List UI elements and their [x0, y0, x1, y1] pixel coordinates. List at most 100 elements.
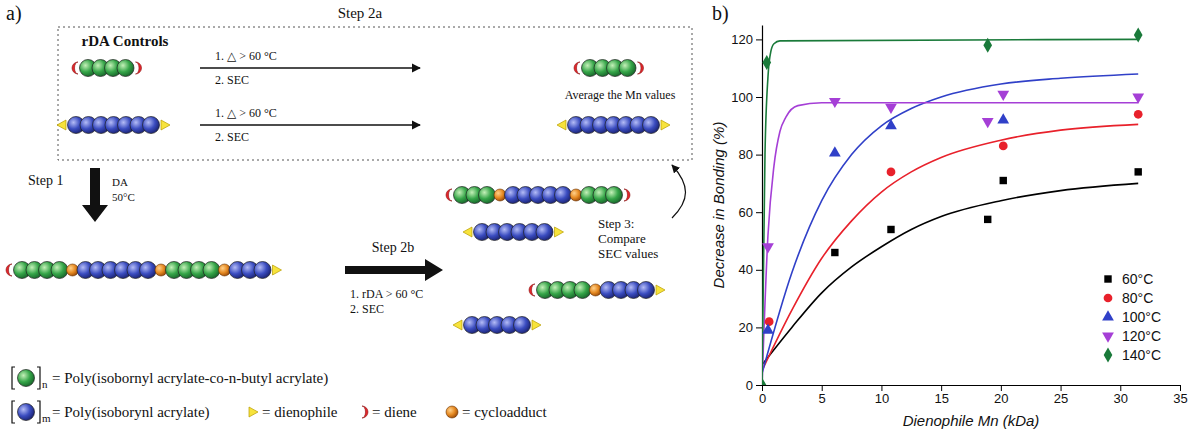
- point: [1132, 94, 1144, 104]
- bead: [143, 117, 160, 134]
- diene: [72, 62, 78, 74]
- legend-label: 120°C: [1122, 328, 1161, 344]
- point: [1134, 110, 1143, 119]
- diene: [362, 406, 368, 418]
- condition: DA: [112, 176, 128, 188]
- legend-marker: [1104, 347, 1113, 362]
- y-axis: 0 20 40 60 80 100 120: [731, 26, 762, 393]
- tick-label: 20: [739, 320, 753, 335]
- tick-mark: [756, 270, 762, 271]
- point: [765, 317, 774, 326]
- step-label: SEC values: [598, 246, 658, 261]
- panel-label: b): [712, 2, 729, 25]
- diene: [638, 62, 644, 74]
- point: [885, 104, 897, 114]
- step-label: Step 2a: [338, 5, 383, 21]
- bead: [140, 262, 157, 279]
- tick-mark: [1061, 385, 1062, 391]
- tick: 0: [746, 378, 762, 393]
- tick-mark: [756, 39, 762, 40]
- diene: [136, 62, 142, 74]
- condition: 1. rDA > 60 °C: [350, 287, 423, 301]
- point: [887, 168, 896, 177]
- tick-label: 25: [1054, 391, 1068, 406]
- bead: [619, 60, 636, 77]
- tick: 10: [875, 385, 889, 406]
- tick: 40: [739, 262, 762, 277]
- point: [983, 38, 992, 53]
- axis-line: [763, 385, 1181, 386]
- tick-mark: [756, 155, 762, 156]
- panel-a: a)Step 2arDA Controls1. △ > 60 °C2. SEC1…: [6, 2, 692, 424]
- point: [762, 323, 774, 333]
- tick: 20: [994, 385, 1008, 406]
- dienophile: [57, 120, 66, 130]
- tick: 100: [731, 90, 762, 105]
- point: [762, 243, 774, 253]
- legend-marker: [1104, 294, 1113, 303]
- diene: [529, 284, 535, 296]
- condition: 2. SEC: [215, 130, 249, 144]
- dienophile: [453, 320, 462, 330]
- point: [831, 249, 838, 256]
- arrow: [200, 67, 420, 68]
- tick-mark: [881, 385, 882, 391]
- tick-mark: [762, 385, 763, 391]
- point: [885, 119, 897, 129]
- tick-mark: [756, 385, 762, 386]
- dienophile: [249, 407, 258, 417]
- fit-curve: [762, 103, 1138, 385]
- diene: [574, 62, 580, 74]
- tick: 20: [739, 320, 762, 335]
- dienophile: [161, 120, 170, 130]
- bead: [638, 282, 655, 299]
- x-axis-title: Dienophile Mn (kDa): [903, 412, 1040, 429]
- tick-label: 80: [739, 147, 753, 162]
- tick: 30: [1114, 385, 1128, 406]
- plot-area: [762, 28, 1144, 385]
- condition: 1. △ > 60 °C: [215, 106, 277, 120]
- diene: [446, 189, 452, 201]
- dienophile: [656, 285, 665, 295]
- bead: [574, 282, 591, 299]
- legend-label: 60°C: [1122, 271, 1153, 287]
- point: [829, 98, 841, 108]
- thick-arrow: [82, 168, 108, 222]
- legend-label: 100°C: [1122, 309, 1161, 325]
- diene: [624, 189, 630, 201]
- subscript: n: [42, 378, 48, 390]
- tick-label: 5: [819, 391, 826, 406]
- tick-label: 100: [731, 90, 753, 105]
- bead: [203, 262, 220, 279]
- point: [997, 113, 1009, 123]
- bracket: [12, 401, 40, 423]
- tick-label: 40: [739, 262, 753, 277]
- dienophile: [555, 227, 564, 237]
- tick-mark: [941, 385, 942, 391]
- fit-curve: [762, 183, 1138, 364]
- tick-label: 60: [739, 205, 753, 220]
- x-axis: 05101520253035: [759, 385, 1188, 406]
- dienophile: [557, 120, 566, 130]
- dienophile: [273, 265, 282, 275]
- tick-mark: [1180, 385, 1181, 391]
- legend: 60°C80°C100°C120°C140°C: [1102, 271, 1161, 363]
- point: [829, 146, 841, 156]
- fit-curve: [762, 74, 1138, 374]
- box-title: rDA Controls: [82, 33, 169, 49]
- point: [984, 216, 991, 223]
- bead: [514, 317, 531, 334]
- step-label: Step 2b: [372, 240, 414, 255]
- tick-mark: [822, 385, 823, 391]
- tick-label: 120: [731, 32, 753, 47]
- step-label: Compare: [598, 231, 646, 246]
- tick-label: 30: [1114, 391, 1128, 406]
- point: [1134, 28, 1143, 43]
- point: [982, 118, 994, 128]
- legend-label: 140°C: [1122, 347, 1161, 363]
- tick: 25: [1054, 385, 1068, 406]
- condition: 50°C: [112, 191, 135, 203]
- tick-label: 15: [934, 391, 948, 406]
- bead: [117, 60, 134, 77]
- step-label: Step 3:: [598, 216, 634, 231]
